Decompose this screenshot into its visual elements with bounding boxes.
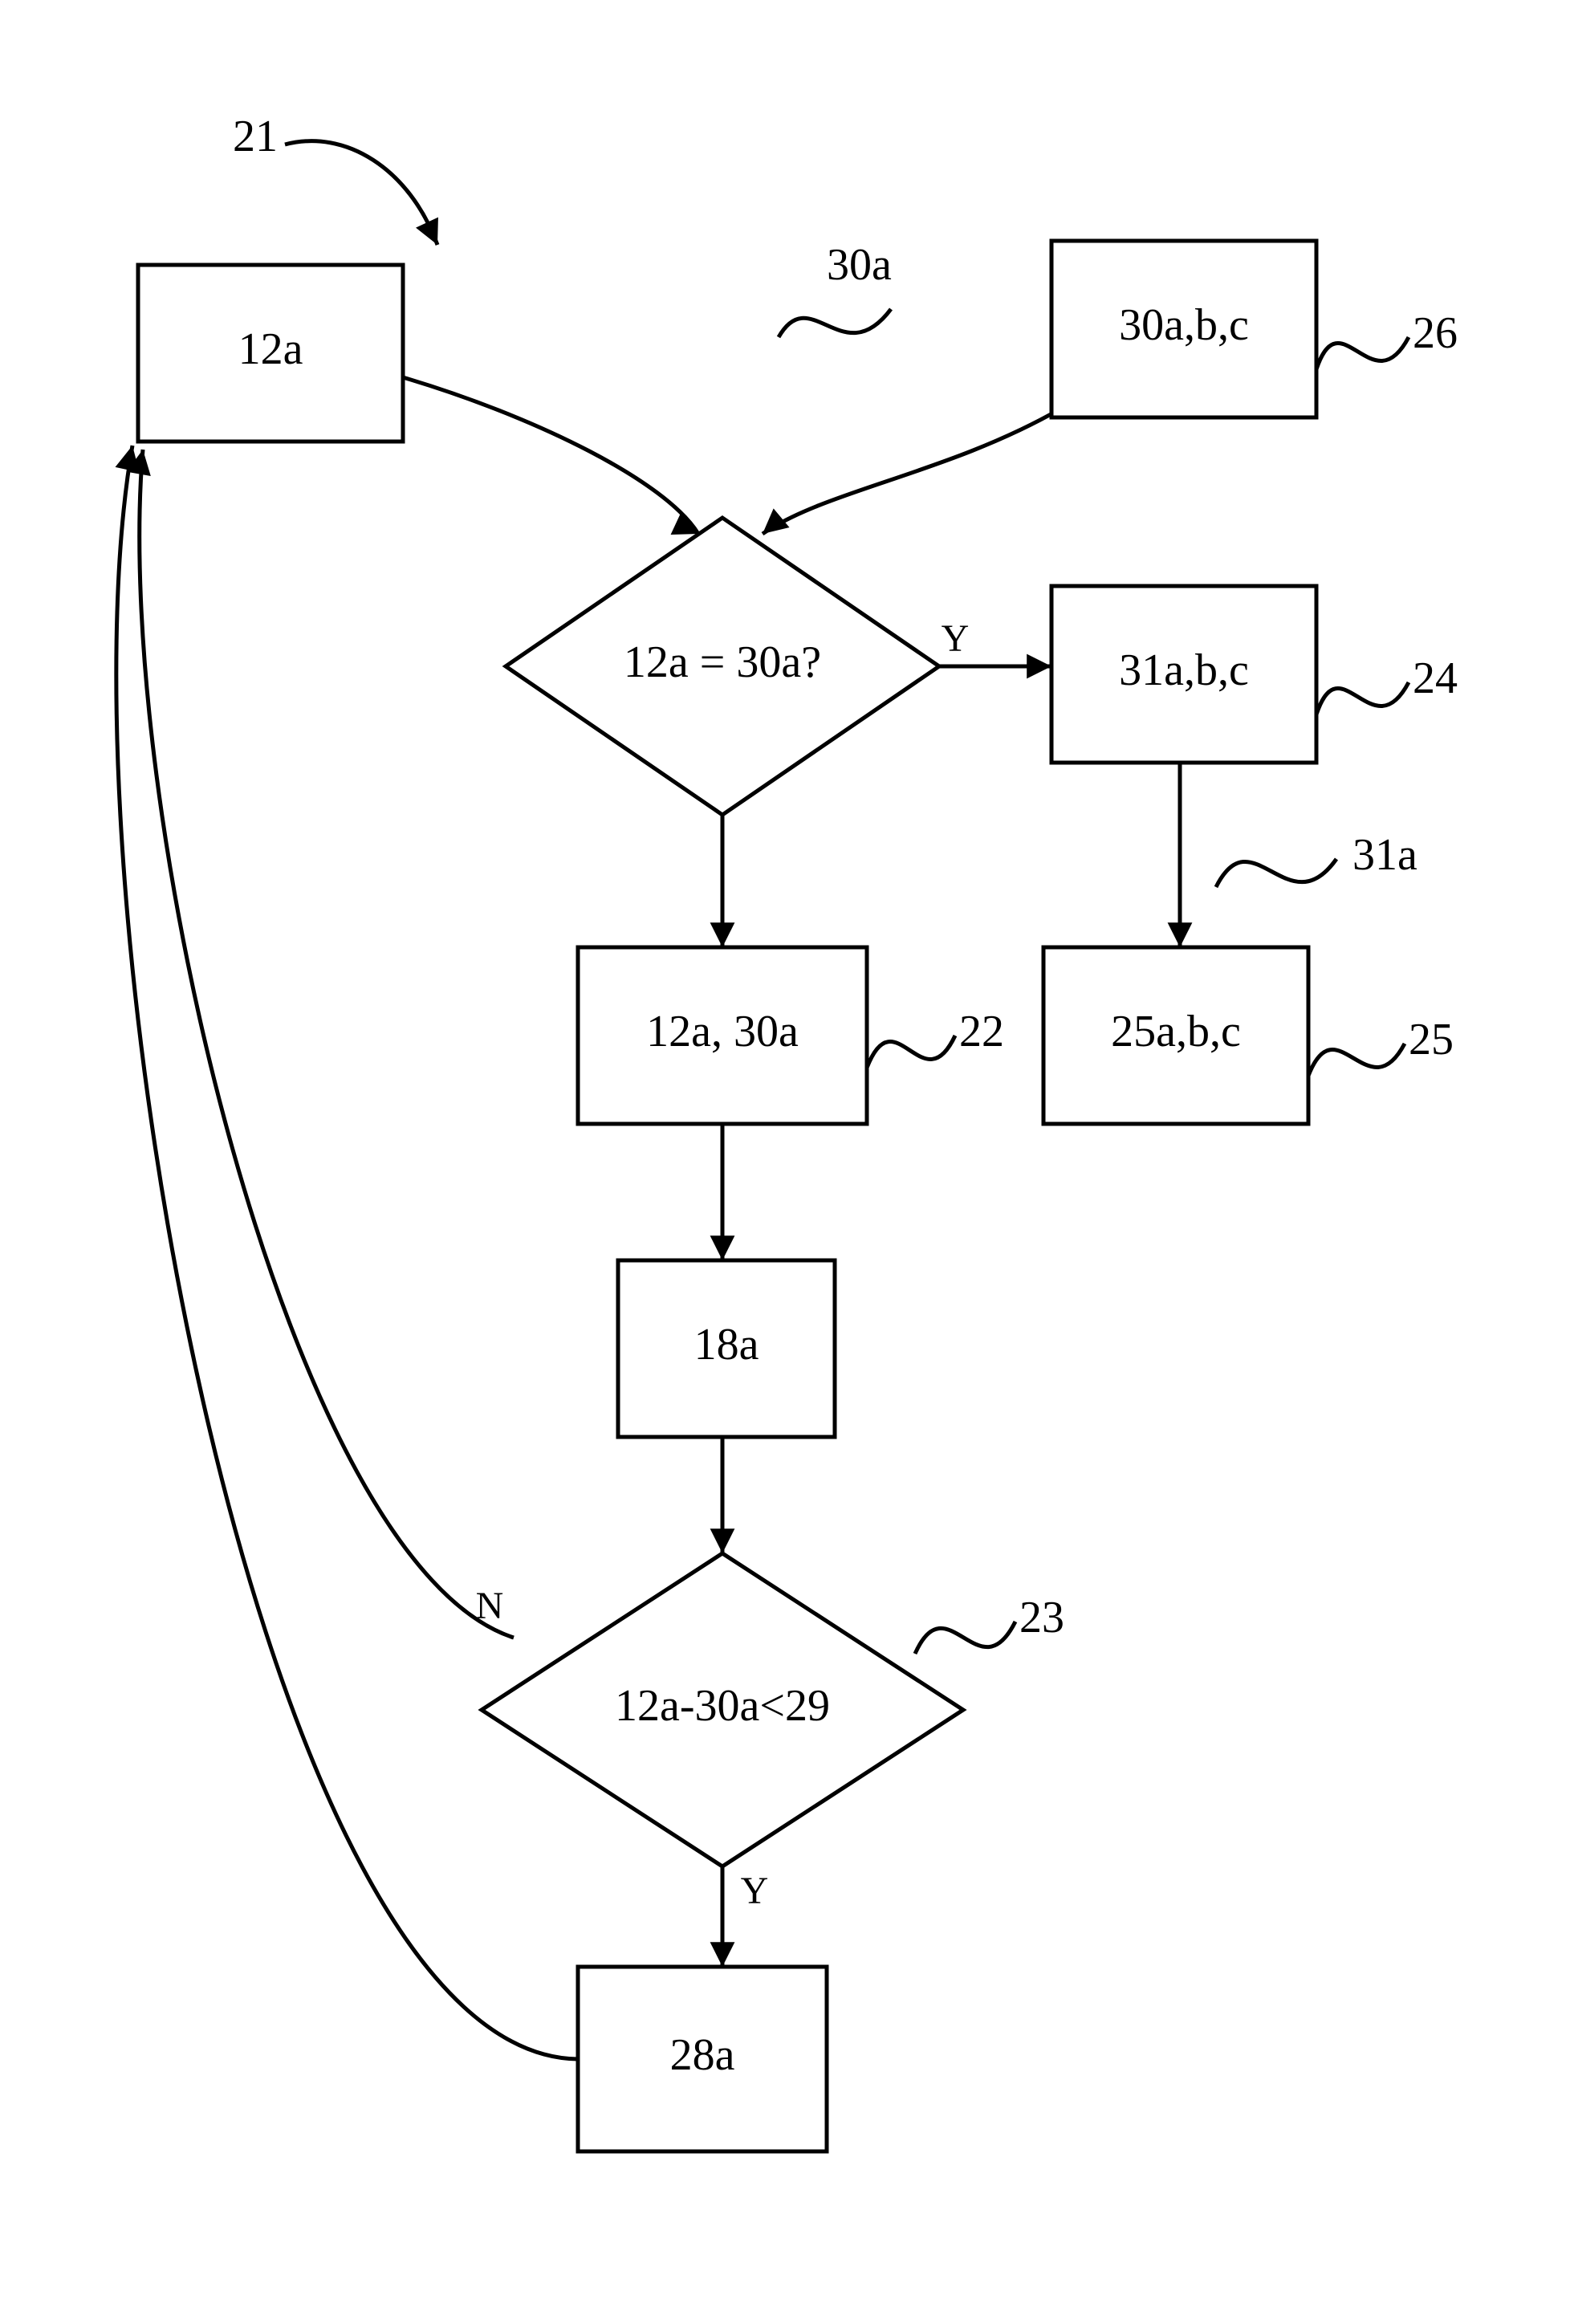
ref-22: 22	[867, 1007, 1004, 1068]
edge-8: N	[126, 447, 514, 1638]
edge-9	[116, 443, 578, 2059]
node-n18a: 18a	[618, 1260, 835, 1437]
node-n28a: 28a	[578, 1967, 827, 2151]
svg-text:26: 26	[1413, 308, 1458, 358]
svg-text:N: N	[476, 1585, 504, 1627]
svg-text:23: 23	[1019, 1593, 1064, 1642]
svg-text:22: 22	[959, 1007, 1004, 1056]
ref-26: 26	[1316, 308, 1458, 369]
node-n25abc: 25a,b,c	[1043, 947, 1308, 1124]
edge-6	[710, 1437, 735, 1553]
svg-text:30a: 30a	[827, 240, 892, 290]
edge-0	[403, 377, 704, 545]
svg-text:12a, 30a: 12a, 30a	[646, 1007, 799, 1056]
svg-text:12a = 30a?: 12a = 30a?	[624, 637, 821, 687]
svg-text:12a-30a<29: 12a-30a<29	[615, 1681, 830, 1731]
svg-text:Y: Y	[741, 1870, 769, 1912]
svg-text:31a,b,c: 31a,b,c	[1119, 645, 1249, 695]
node-n30abc: 30a,b,c	[1051, 241, 1316, 417]
svg-text:21: 21	[233, 112, 278, 161]
ref-23: 23	[915, 1593, 1064, 1654]
flowchart-canvas: Y Y N 12a 30a,b,c 31a,b,c 25a,b,c 12a, 30a 18a 2…	[0, 0, 1570, 2324]
svg-text:28a: 28a	[670, 2030, 735, 2080]
svg-text:24: 24	[1413, 653, 1458, 703]
svg-text:Y: Y	[942, 617, 970, 660]
edge-3	[1168, 763, 1193, 947]
node-n31abc: 31a,b,c	[1051, 586, 1316, 763]
decision-d2: 12a-30a<29	[482, 1553, 963, 1866]
edge-1	[754, 409, 1060, 543]
edge-2: Y	[939, 617, 1051, 678]
svg-text:30a,b,c: 30a,b,c	[1119, 300, 1249, 350]
svg-text:31a: 31a	[1352, 830, 1417, 880]
edge-10	[285, 141, 449, 250]
ref-30a: 30a	[779, 240, 892, 337]
ref-25: 25	[1308, 1015, 1454, 1076]
node-n12a30a: 12a, 30a	[578, 947, 867, 1124]
ref-24: 24	[1316, 653, 1458, 714]
ref-31a: 31a	[1216, 830, 1417, 887]
svg-text:18a: 18a	[694, 1320, 759, 1370]
svg-text:25a,b,c: 25a,b,c	[1111, 1007, 1241, 1056]
edge-4	[710, 815, 735, 947]
decision-d1: 12a = 30a?	[506, 518, 939, 815]
edge-5	[710, 1124, 735, 1260]
node-n12a: 12a	[138, 265, 403, 442]
edge-7: Y	[710, 1866, 769, 1967]
ref-21: 21	[233, 112, 278, 161]
svg-text:12a: 12a	[238, 324, 303, 374]
svg-text:25: 25	[1409, 1015, 1454, 1064]
